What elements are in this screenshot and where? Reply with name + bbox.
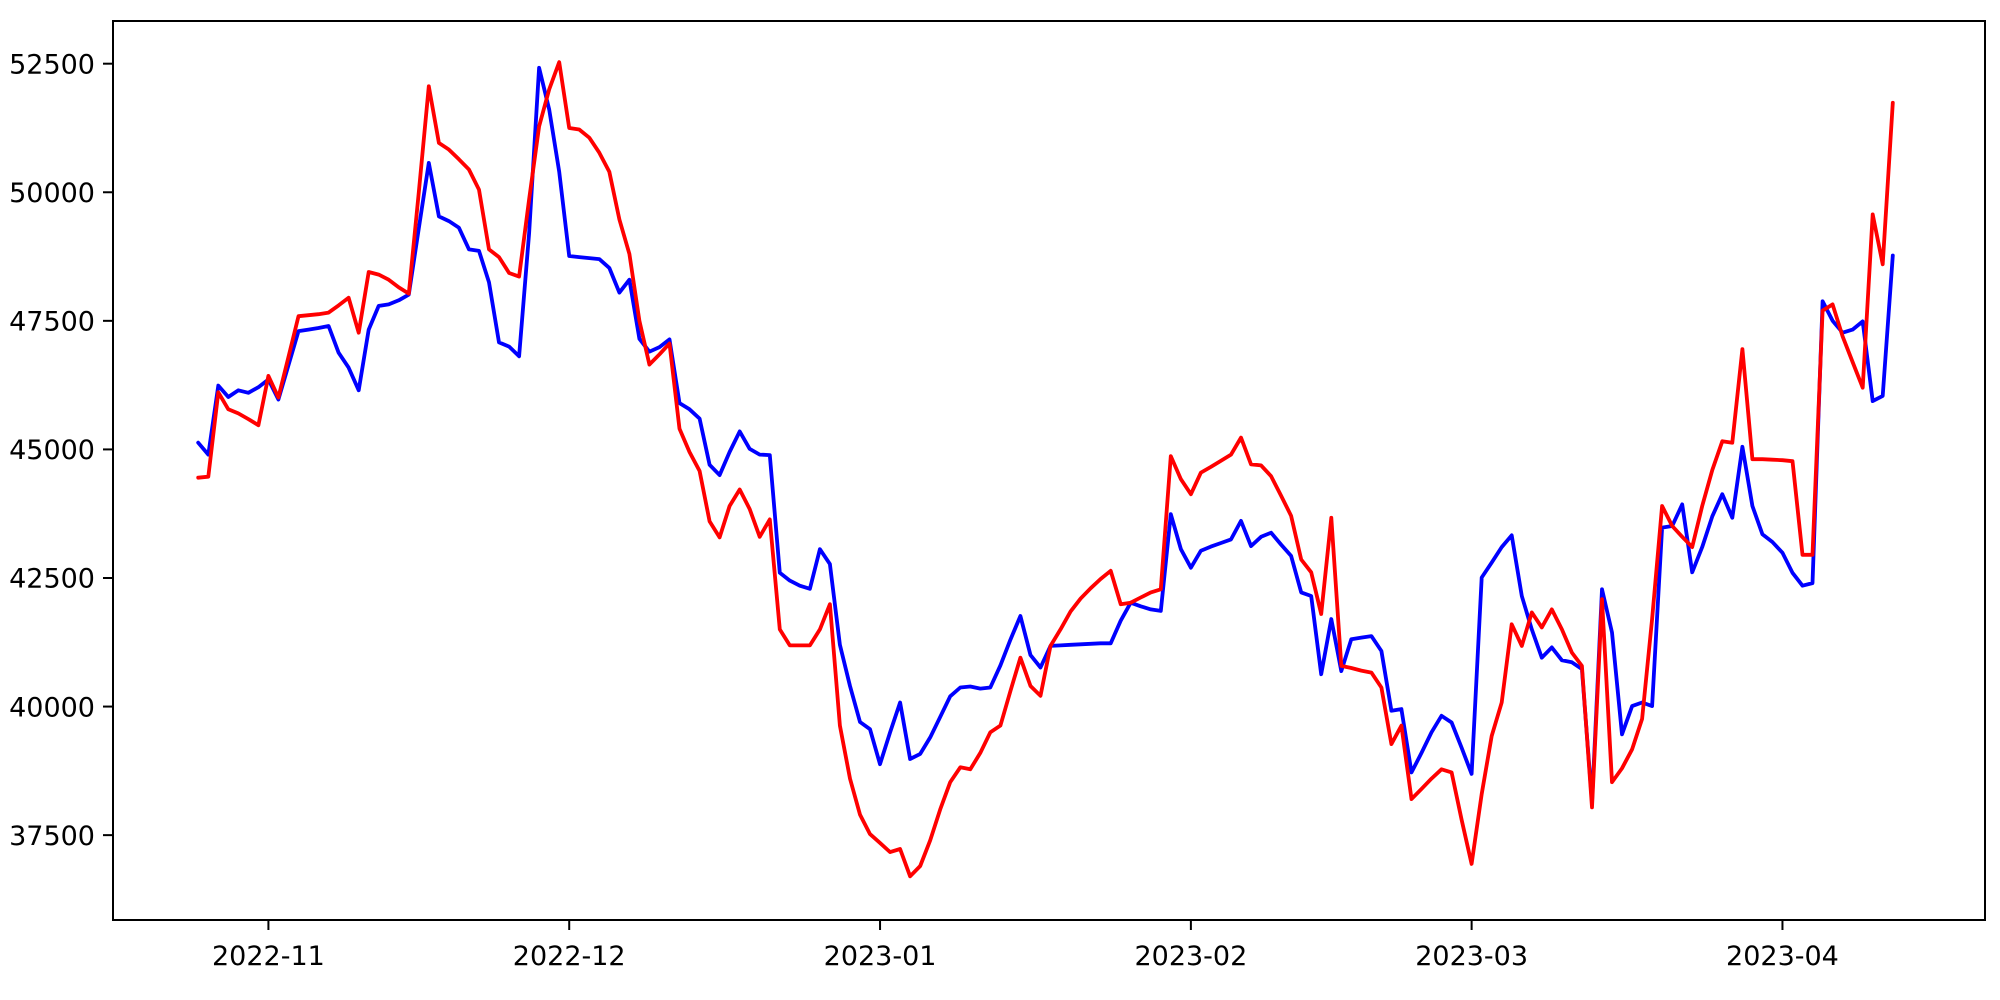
y-tick-label: 45000 [9,435,95,466]
x-axis-ticks [267,920,1784,930]
x-tick-label: 2022-12 [513,941,626,972]
y-tick-label: 50000 [9,178,95,209]
x-tick-label: 2023-02 [1134,941,1247,972]
plot-area-border [112,20,1986,921]
y-axis-tick-labels: 37500 40000 42500 45000 47500 50000 52500 [9,49,95,851]
y-tick-label: 52500 [9,49,95,80]
red-series-line [196,60,1895,879]
x-axis-tick-labels: 2022-11 2022-12 2023-01 2023-02 2023-03 2023-… [212,941,1839,972]
plot-spines [112,20,1986,921]
y-tick-label: 37500 [9,821,95,852]
x-tick-label: 2022-11 [212,941,325,972]
x-tick-label: 2023-01 [824,941,937,972]
y-tick-label: 40000 [9,692,95,723]
y-axis-ticks [103,62,113,837]
series-lines [196,60,1895,879]
x-tick-label: 2023-03 [1415,941,1528,972]
y-tick-label: 47500 [9,307,95,338]
y-tick-label: 42500 [9,564,95,595]
x-tick-label: 2023-04 [1726,941,1839,972]
blue-series-line [196,65,1895,805]
